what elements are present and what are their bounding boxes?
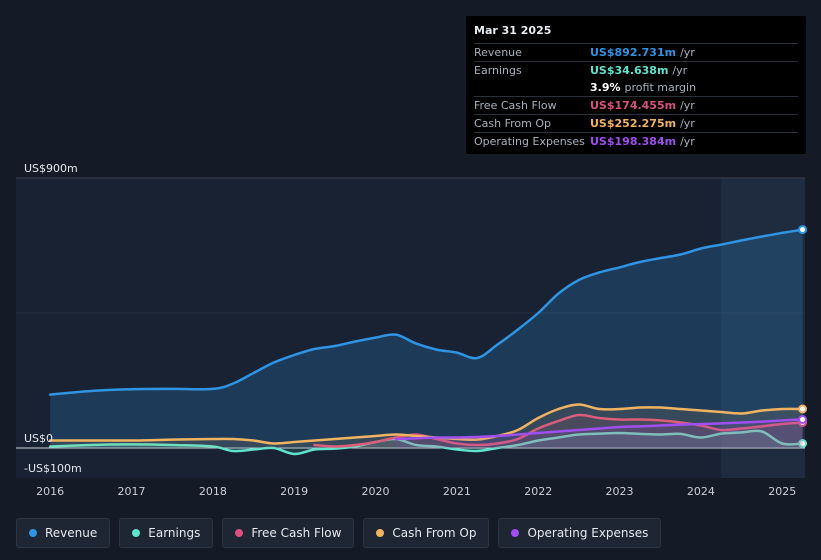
tooltip-row-cash-from-op: Cash From Op US$252.275m /yr <box>474 114 798 132</box>
legend-item-revenue[interactable]: Revenue <box>16 518 111 548</box>
legend-label: Free Cash Flow <box>251 526 342 540</box>
cash-from-op-area <box>50 404 803 448</box>
revenue-line <box>48 228 804 396</box>
y-tick-label: US$0 <box>24 432 53 445</box>
earnings-dot-icon <box>132 529 141 537</box>
tooltip-label: Earnings <box>474 64 522 77</box>
operating-expenses-area <box>395 419 803 448</box>
legend-item-cash-from-op[interactable]: Cash From Op <box>363 518 490 548</box>
tooltip-label: Cash From Op <box>474 117 552 130</box>
x-tick-label: 2019 <box>280 485 308 498</box>
tooltip-label: Free Cash Flow <box>474 99 557 112</box>
legend-item-operating-expenses[interactable]: Operating Expenses <box>498 518 662 548</box>
tooltip-unit: /yr <box>680 135 695 148</box>
x-tick-label: 2020 <box>362 485 390 498</box>
legend-label: Cash From Op <box>392 526 477 540</box>
tooltip-unit: /yr <box>672 64 688 77</box>
tooltip-unit: /yr <box>680 99 695 112</box>
revenue-end-marker <box>798 225 808 235</box>
x-tick-label: 2017 <box>118 485 146 498</box>
cash-from-op-line <box>48 403 804 445</box>
tooltip-value: 3.9% <box>590 81 621 94</box>
tooltip-unit: /yr <box>680 117 695 130</box>
tooltip-row-profit-margin: 3.9% profit margin <box>474 79 798 96</box>
earnings-area <box>50 430 803 455</box>
legend-label: Earnings <box>148 526 201 540</box>
earnings-line <box>48 429 804 456</box>
legend-label: Operating Expenses <box>527 526 649 540</box>
x-tick-label: 2018 <box>199 485 227 498</box>
tooltip-row-earnings: Earnings US$34.638m /yr <box>474 61 798 79</box>
operating-expenses-end-marker <box>798 415 808 424</box>
tooltip-value: US$198.384m <box>590 135 677 148</box>
tooltip-row-operating-expenses: Operating Expenses US$198.384m /yr <box>474 132 798 150</box>
x-tick-label: 2021 <box>443 485 471 498</box>
earnings-end-marker <box>798 439 808 448</box>
y-tick-label: -US$100m <box>24 462 82 475</box>
legend-item-earnings[interactable]: Earnings <box>119 518 214 548</box>
plot-background <box>16 178 805 478</box>
tooltip-value: US$892.731m <box>590 46 677 59</box>
tooltip-unit: profit margin <box>624 81 697 94</box>
operating-expenses-line <box>394 418 804 441</box>
chart-plot: US$900m US$0 -US$100m 2016 2017 2018 2019 2020 2… <box>16 162 808 498</box>
tooltip-value: US$34.638m <box>590 64 669 77</box>
chart-legend: Revenue Earnings Free Cash Flow Cash Fro… <box>16 518 662 550</box>
operating-expenses-dot-icon <box>511 529 520 537</box>
cash-from-op-end-marker <box>798 404 808 414</box>
x-tick-label: 2025 <box>768 485 796 498</box>
tooltip-date: Mar 31 2025 <box>474 24 552 37</box>
x-tick-label: 2023 <box>606 485 634 498</box>
revenue-area <box>50 229 803 448</box>
cash-from-op-dot-icon <box>376 529 385 537</box>
x-tick-label: 2016 <box>36 485 64 498</box>
free-cash-flow-dot-icon <box>235 529 244 537</box>
tooltip-value: US$252.275m <box>590 117 677 130</box>
y-tick-label: US$900m <box>24 162 78 175</box>
revenue-dot-icon <box>29 529 37 537</box>
free-cash-flow-line <box>313 413 804 448</box>
tooltip-value: US$174.455m <box>590 99 677 112</box>
data-tooltip: Mar 31 2025 Revenue US$892.731m /yr Earn… <box>466 16 806 154</box>
tooltip-row-revenue: Revenue US$892.731m /yr <box>474 43 798 61</box>
x-tick-label: 2022 <box>524 485 552 498</box>
tooltip-label <box>474 79 590 96</box>
legend-label: Revenue <box>45 526 98 540</box>
legend-item-free-cash-flow[interactable]: Free Cash Flow <box>222 518 355 548</box>
x-tick-label: 2024 <box>687 485 715 498</box>
tooltip-unit: /yr <box>680 46 695 59</box>
tooltip-row-free-cash-flow: Free Cash Flow US$174.455m /yr <box>474 96 798 114</box>
tooltip-label: Operating Expenses <box>474 135 585 148</box>
tooltip-label: Revenue <box>474 46 522 59</box>
